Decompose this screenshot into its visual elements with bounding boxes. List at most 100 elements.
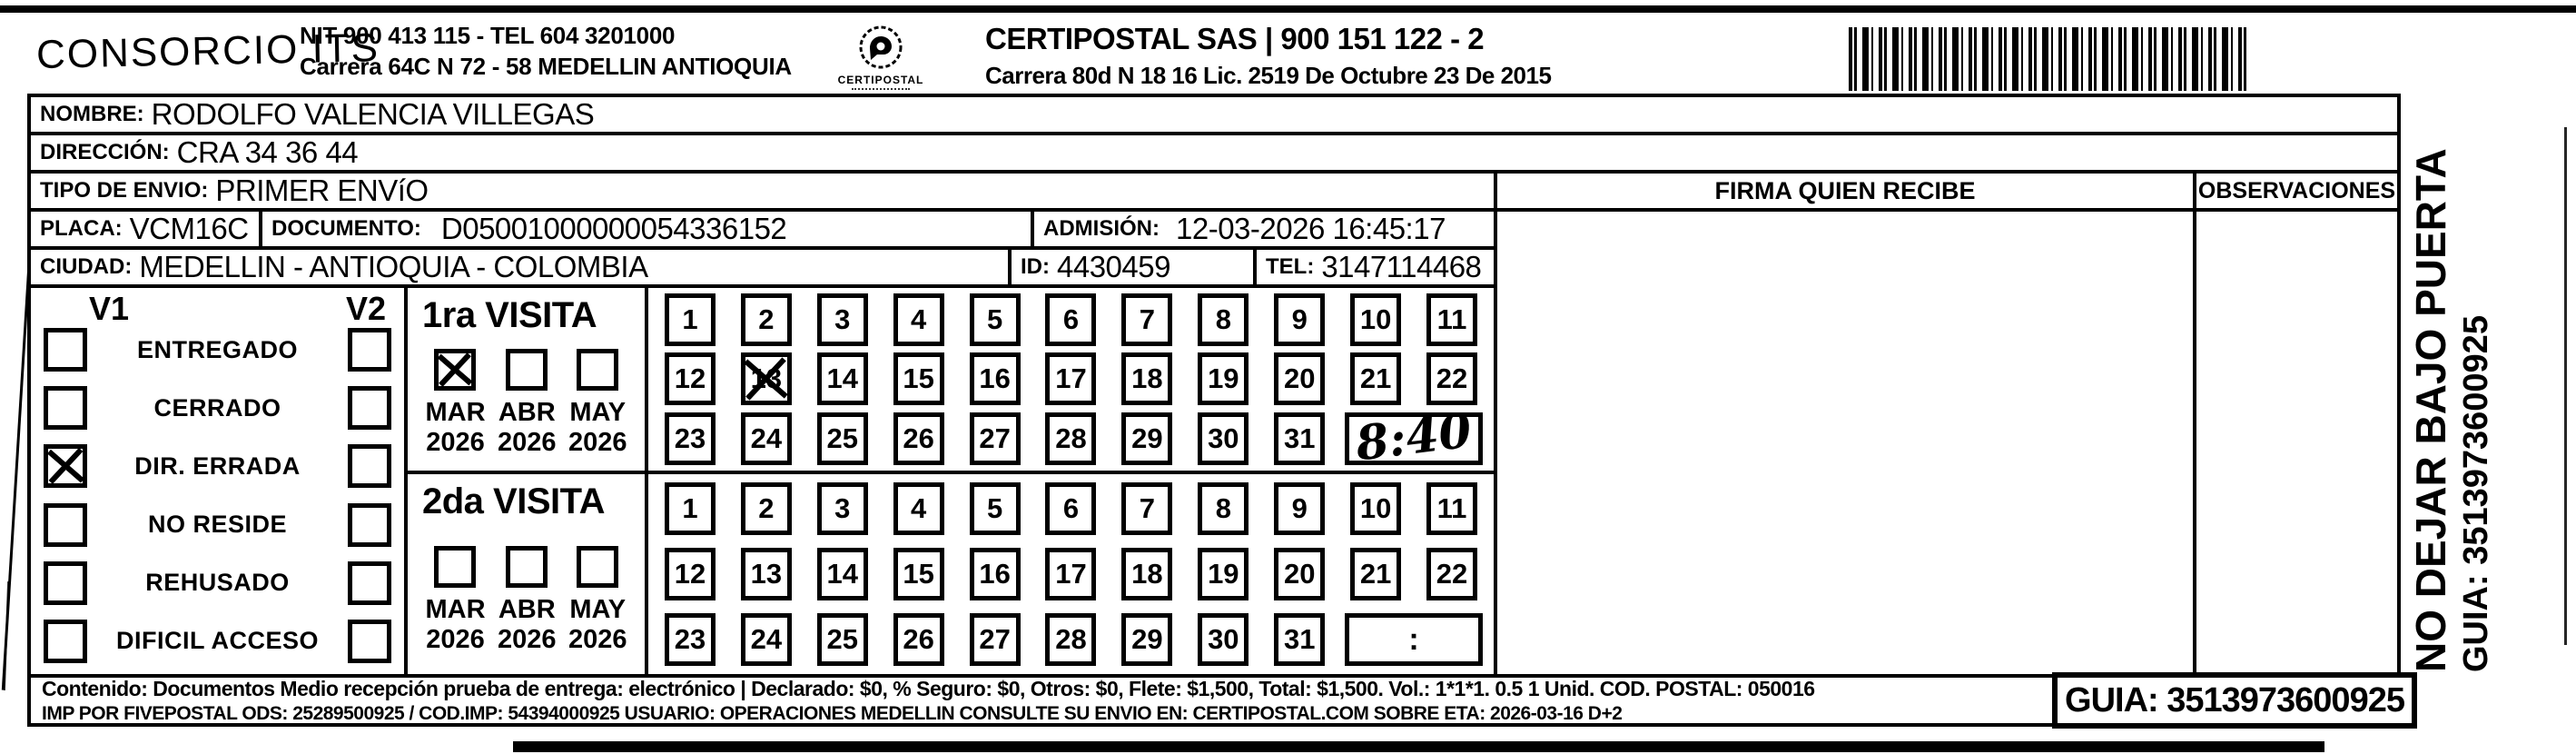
day-checkbox[interactable]: 27 (969, 412, 1021, 466)
day-checkbox[interactable]: 15 (893, 548, 944, 600)
day-checkbox[interactable]: 18 (1121, 352, 1173, 406)
day-checkbox[interactable]: 16 (969, 548, 1021, 600)
v1-checkbox[interactable] (44, 386, 87, 431)
v2-checkbox[interactable] (348, 328, 391, 372)
month-checkbox[interactable] (506, 349, 548, 391)
firma-signature-area[interactable] (1494, 208, 2196, 678)
day-checkbox[interactable]: 24 (740, 412, 792, 466)
v1-checkbox[interactable] (44, 502, 87, 547)
day-checkbox[interactable]: 12 (664, 352, 716, 406)
day-number: 14 (826, 362, 858, 395)
day-checkbox[interactable]: 23 (664, 613, 716, 666)
day-number: 20 (1283, 362, 1316, 395)
v1-checkbox[interactable] (44, 444, 87, 489)
first-visit-day-grid: 1 2 3 4 5 (648, 288, 1494, 471)
month-checkbox[interactable] (577, 546, 619, 588)
day-number: 13 (750, 558, 783, 590)
firma-header: FIRMA QUIEN RECIBE (1494, 170, 2196, 212)
day-checkbox[interactable]: 8 (1198, 482, 1249, 535)
day-checkbox[interactable]: 2 (740, 482, 792, 535)
month-option: MAR 2026 (425, 349, 486, 458)
day-checkbox[interactable]: 22 (1426, 548, 1478, 600)
day-checkbox[interactable]: 25 (816, 412, 868, 466)
day-checkbox[interactable]: 10 (1350, 293, 1402, 346)
day-checkbox[interactable]: 20 (1274, 352, 1326, 406)
day-checkbox[interactable]: 22 (1426, 352, 1478, 406)
day-cell: 18 (1121, 352, 1173, 406)
day-checkbox[interactable]: 1 (664, 482, 716, 535)
day-checkbox[interactable]: 29 (1121, 613, 1173, 666)
day-checkbox[interactable]: 18 (1121, 548, 1173, 600)
day-checkbox[interactable]: 23 (664, 412, 716, 466)
day-checkbox[interactable]: 5 (969, 482, 1021, 535)
v2-checkbox[interactable] (348, 386, 391, 431)
day-checkbox[interactable]: 14 (816, 548, 868, 600)
barcode (1849, 27, 2248, 91)
day-checkbox[interactable]: 5 (969, 293, 1021, 346)
day-checkbox[interactable]: 25 (816, 613, 868, 666)
day-checkbox[interactable]: 12 (664, 548, 716, 600)
day-checkbox[interactable]: 26 (893, 613, 944, 666)
day-number: 9 (1291, 492, 1308, 524)
v2-checkbox[interactable] (348, 444, 391, 489)
v2-checkbox[interactable] (348, 561, 391, 605)
day-checkbox[interactable]: 16 (969, 352, 1021, 406)
day-checkbox[interactable]: 1 (664, 293, 716, 346)
month-checkbox[interactable] (434, 546, 477, 588)
day-checkbox[interactable]: 13 (740, 352, 792, 406)
day-checkbox[interactable]: 10 (1350, 482, 1402, 535)
day-checkbox[interactable]: 31 (1274, 412, 1326, 466)
day-checkbox[interactable]: 2 (740, 293, 792, 346)
day-cell: 16 (969, 548, 1021, 600)
day-checkbox[interactable]: 28 (1045, 412, 1097, 466)
day-checkbox[interactable]: 3 (816, 293, 868, 346)
day-checkbox[interactable]: 17 (1045, 352, 1097, 406)
month-year: 2026 (426, 625, 485, 654)
day-checkbox[interactable]: 19 (1198, 548, 1249, 600)
time-entry-box[interactable]: 8:40 (1345, 402, 1484, 471)
observaciones-area[interactable] (2193, 208, 2401, 678)
day-checkbox[interactable]: 4 (893, 482, 944, 535)
time-entry-box[interactable]: : (1345, 613, 1484, 666)
day-checkbox[interactable]: 7 (1121, 482, 1173, 535)
day-checkbox[interactable]: 28 (1045, 613, 1097, 666)
day-checkbox[interactable]: 3 (816, 482, 868, 535)
day-cell: 14 (816, 352, 868, 406)
day-number: 23 (674, 623, 706, 655)
month-checkbox[interactable] (434, 349, 477, 391)
v1-checkbox[interactable] (44, 328, 87, 372)
v2-checkbox[interactable] (348, 502, 391, 547)
id-value: 4430459 (1057, 250, 1170, 283)
day-checkbox[interactable]: 11 (1426, 293, 1478, 346)
month-checkbox[interactable] (577, 349, 619, 391)
day-checkbox[interactable]: 17 (1045, 548, 1097, 600)
day-checkbox[interactable]: 9 (1274, 293, 1326, 346)
month-checkbox[interactable] (506, 546, 548, 588)
v1-checkbox[interactable] (44, 619, 87, 663)
day-checkbox[interactable]: 11 (1426, 482, 1478, 535)
day-checkbox[interactable]: 26 (893, 412, 944, 466)
day-checkbox[interactable]: 14 (816, 352, 868, 406)
day-checkbox[interactable]: 6 (1045, 482, 1097, 535)
day-checkbox[interactable]: 27 (969, 613, 1021, 666)
month-label: ABR (498, 595, 556, 624)
day-checkbox[interactable]: 21 (1350, 548, 1402, 600)
day-checkbox[interactable]: 4 (893, 293, 944, 346)
v2-checkbox[interactable] (348, 619, 391, 663)
day-checkbox[interactable]: 20 (1274, 548, 1326, 600)
day-checkbox[interactable]: 24 (740, 613, 792, 666)
day-checkbox[interactable]: 9 (1274, 482, 1326, 535)
v1-checkbox[interactable] (44, 561, 87, 605)
day-checkbox[interactable]: 15 (893, 352, 944, 406)
day-checkbox[interactable]: 30 (1198, 613, 1249, 666)
day-checkbox[interactable]: 19 (1198, 352, 1249, 406)
day-checkbox[interactable]: 21 (1350, 352, 1402, 406)
day-checkbox[interactable]: 30 (1198, 412, 1249, 466)
day-checkbox[interactable]: 8 (1198, 293, 1249, 346)
day-checkbox[interactable]: 13 (740, 548, 792, 600)
month-option: MAR 2026 (425, 546, 486, 655)
day-checkbox[interactable]: 31 (1274, 613, 1326, 666)
day-checkbox[interactable]: 7 (1121, 293, 1173, 346)
day-checkbox[interactable]: 29 (1121, 412, 1173, 466)
day-checkbox[interactable]: 6 (1045, 293, 1097, 346)
